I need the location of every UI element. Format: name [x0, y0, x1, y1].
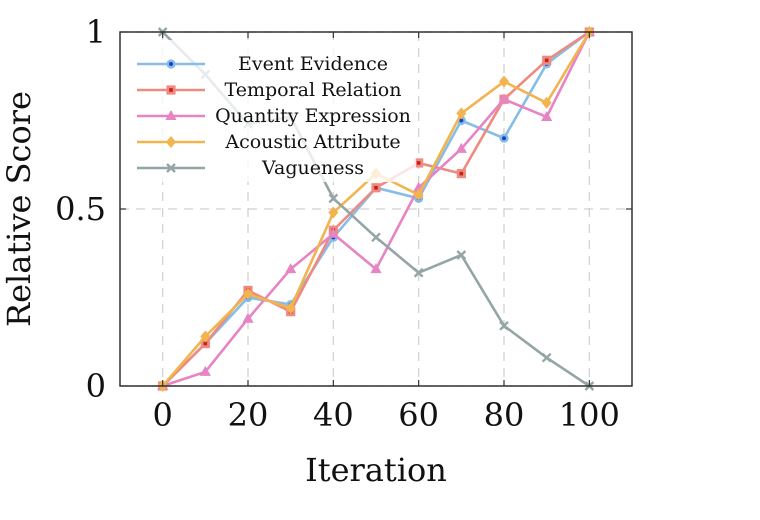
legend-label-quantity-expression: Quantity Expression	[215, 105, 411, 127]
legend-item-event-evidence: Event Evidence	[137, 53, 388, 75]
x-tick-label: 80	[484, 396, 525, 434]
y-tick-label: 0	[86, 367, 106, 405]
data-point-quantity-expression	[285, 263, 297, 274]
data-point-vagueness	[541, 352, 552, 363]
legend-item-vagueness: Vagueness	[137, 157, 364, 179]
legend-marker-vagueness	[166, 163, 176, 173]
y-tick-label: 0.5	[55, 190, 106, 228]
data-point-vagueness	[499, 320, 509, 331]
legend-marker-temporal-relation	[166, 85, 176, 95]
data-point-acoustic-attribute	[285, 302, 296, 315]
y-axis-title: Relative Score	[0, 91, 38, 327]
legend-item-quantity-expression: Quantity Expression	[137, 105, 411, 127]
data-point-quantity-expression	[199, 365, 211, 376]
legend-item-acoustic-attribute: Acoustic Attribute	[137, 131, 401, 153]
data-point-acoustic-attribute	[456, 107, 467, 120]
legend: Event Evidence Temporal Relation Quantity …	[126, 40, 416, 182]
legend-marker-quantity-expression	[165, 110, 177, 120]
x-tick-label: 100	[559, 396, 620, 434]
legend-marker-event-evidence	[166, 59, 176, 69]
data-point-temporal-relation	[371, 183, 381, 193]
data-point-quantity-expression	[455, 142, 467, 153]
data-point-acoustic-attribute	[541, 96, 552, 109]
data-point-quantity-expression	[327, 227, 339, 238]
legend-label-temporal-relation: Temporal Relation	[225, 79, 402, 101]
legend-label-event-evidence: Event Evidence	[238, 53, 388, 75]
legend-marker-acoustic-attribute	[166, 136, 176, 148]
x-axis-title: Iteration	[305, 451, 447, 489]
data-point-quantity-expression	[242, 312, 254, 323]
data-point-temporal-relation	[200, 338, 210, 349]
legend-item-temporal-relation: Temporal Relation	[137, 79, 401, 101]
legend-label-vagueness: Vagueness	[261, 157, 364, 179]
data-point-quantity-expression	[370, 263, 382, 274]
data-point-vagueness	[328, 193, 339, 204]
x-tick-label: 20	[228, 396, 269, 434]
data-point-acoustic-attribute	[243, 287, 253, 300]
data-point-quantity-expression	[498, 93, 510, 104]
data-point-quantity-expression	[541, 110, 553, 121]
data-point-vagueness	[456, 250, 467, 260]
x-tick-label: 40	[313, 396, 354, 434]
legend-label-acoustic-attribute: Acoustic Attribute	[224, 131, 400, 153]
data-point-acoustic-attribute	[200, 330, 211, 343]
data-point-acoustic-attribute	[328, 206, 339, 219]
data-point-temporal-relation	[456, 169, 466, 179]
data-point-temporal-relation	[414, 158, 424, 168]
data-point-vagueness	[413, 267, 424, 278]
data-point-event-evidence	[499, 133, 509, 143]
x-tick-label: 60	[398, 396, 439, 434]
axis-ticks: 0 20 40 60 80 100 0 0.5 1	[55, 13, 632, 434]
data-point-acoustic-attribute	[413, 188, 424, 201]
y-tick-label: 1	[86, 13, 106, 51]
data-point-vagueness	[371, 232, 381, 243]
x-tick-label: 0	[152, 396, 172, 434]
data-point-acoustic-attribute	[499, 75, 509, 88]
data-point-temporal-relation	[542, 55, 552, 65]
